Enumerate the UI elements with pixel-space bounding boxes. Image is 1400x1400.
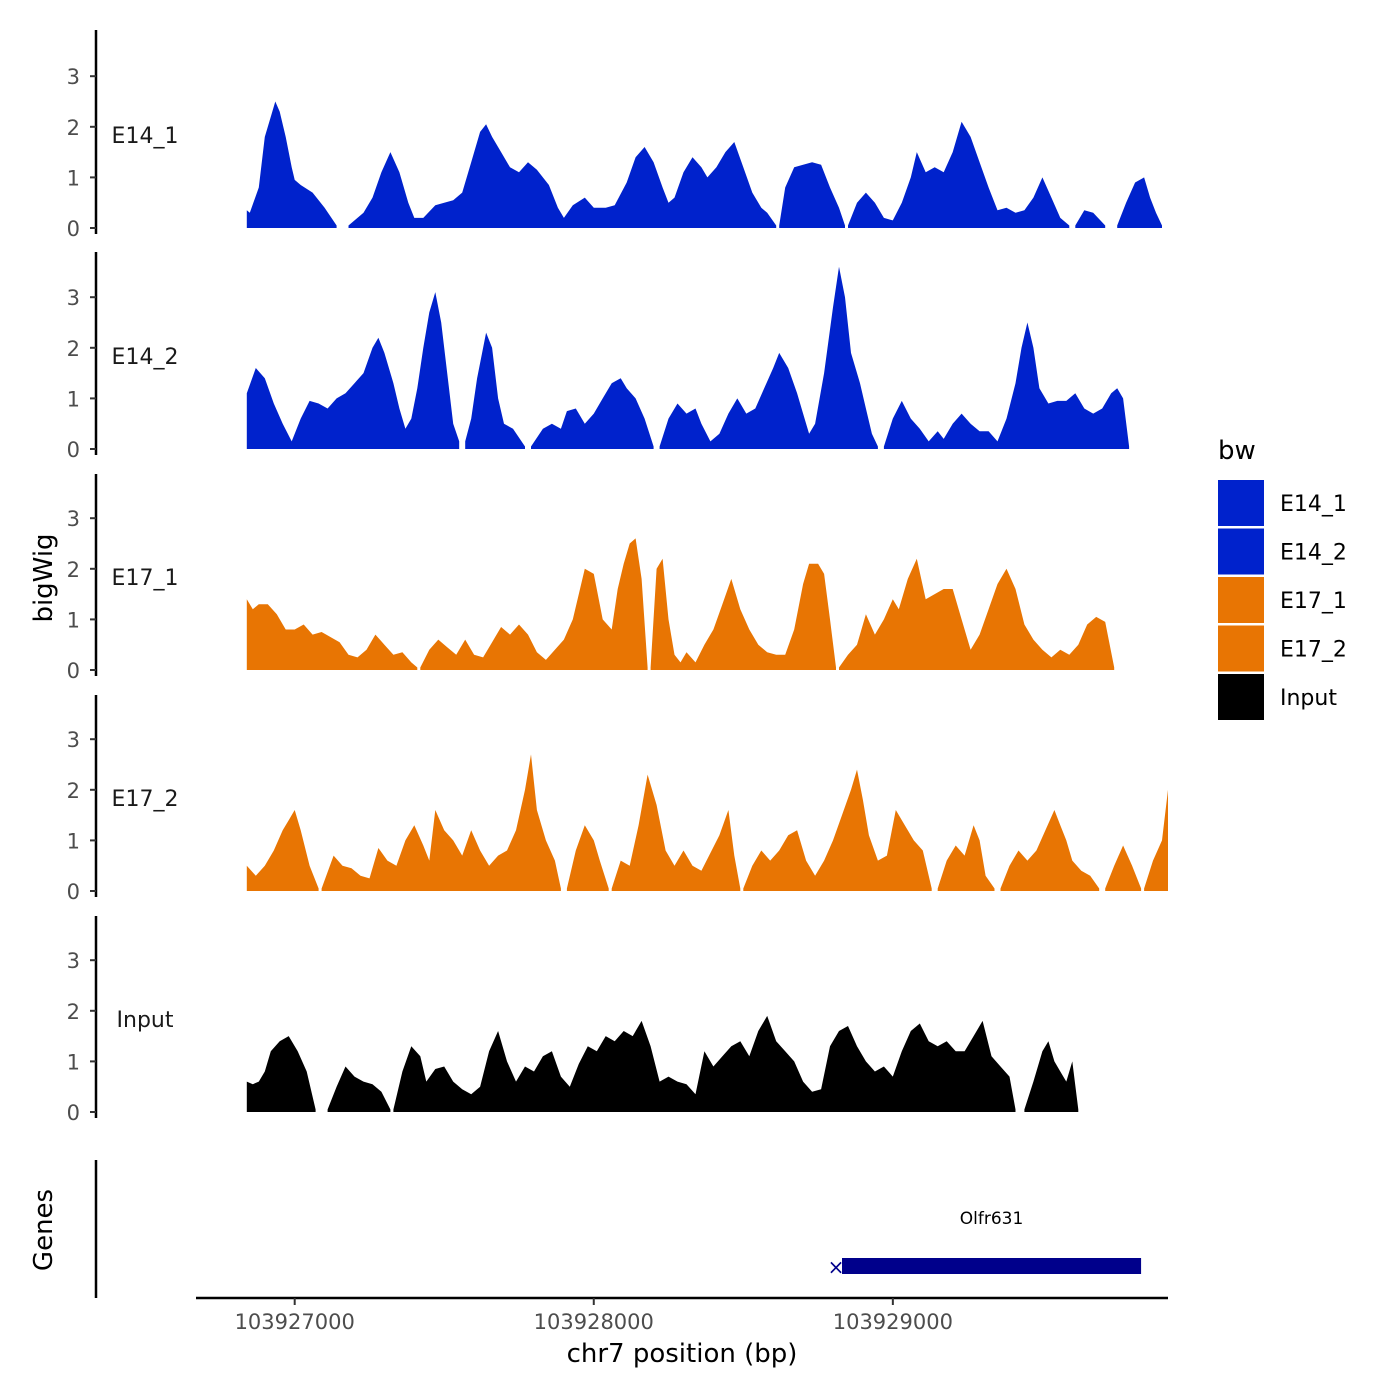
y-tick-label: 2 [67, 1000, 80, 1024]
y-tick-label: 0 [67, 217, 80, 241]
legend: bw E14_1 E14_2 E17_1 E17_2 Input [1218, 436, 1347, 720]
y-tick-label: 1 [67, 166, 80, 190]
signal-area-segment [659, 266, 878, 449]
y-tick-label: 0 [67, 659, 80, 683]
signal-area-segment [393, 1015, 1016, 1112]
y-tick-label: 2 [67, 779, 80, 803]
signal-area-segment [327, 1066, 391, 1112]
signal-area-segment [566, 825, 609, 891]
y-tick-label: 1 [67, 387, 80, 411]
y-tick-label: 3 [67, 286, 80, 310]
y-tick-label: 1 [67, 1050, 80, 1074]
signal-area-segment [650, 558, 836, 670]
signal-area-segment [1000, 810, 1100, 891]
y-tick-label: 3 [67, 949, 80, 973]
signal-area-segment [1105, 845, 1142, 891]
legend-key-Input [1218, 674, 1264, 720]
genes-track-title: Genes [29, 1189, 59, 1271]
legend-label: E17_1 [1280, 589, 1347, 614]
track-Input: 0 1 2 3 Input [67, 916, 1079, 1125]
signal-area-segment [531, 378, 654, 449]
x-tick-label: 103929000 [833, 1310, 953, 1334]
y-tick-label: 3 [67, 507, 80, 531]
signal-area-segment [1024, 1041, 1079, 1112]
y-tick-label: 0 [67, 880, 80, 904]
y-tick-label: 1 [67, 608, 80, 632]
y-tick-label: 0 [67, 1101, 80, 1125]
track-label: E14_1 [112, 124, 179, 149]
signal-area-segment [848, 121, 1070, 228]
signal-area-segment [246, 101, 337, 228]
gene-strand-marker: × [828, 1255, 845, 1279]
legend-key-E14_2 [1218, 528, 1264, 575]
signal-area-segment [246, 292, 460, 449]
track-label: E17_1 [112, 566, 179, 591]
legend-key-E17_1 [1218, 577, 1264, 623]
y-tick-label: 0 [67, 438, 80, 462]
signal-area-segment [883, 322, 1130, 449]
legend-label: E14_2 [1280, 541, 1347, 566]
track-label: E14_2 [112, 345, 179, 370]
y-tick-label: 3 [67, 65, 80, 89]
x-tick-label: 103928000 [534, 1310, 654, 1334]
signal-area-segment [420, 538, 648, 670]
signal-area-segment [246, 1036, 316, 1112]
signal-area-segment [1075, 210, 1106, 228]
signal-area-segment [1144, 769, 1168, 891]
y-tick-label: 1 [67, 829, 80, 853]
track-E17_1: 0 1 2 3 E17_1 [67, 474, 1115, 683]
gene-label: Olfr631 [960, 1209, 1024, 1229]
legend-label: E17_2 [1280, 638, 1347, 663]
legend-title: bw [1218, 436, 1256, 466]
y-axis-title: bigWig [29, 533, 59, 622]
legend-key-E17_2 [1218, 625, 1264, 672]
signal-area-segment [321, 754, 561, 891]
signal-area-segment [779, 162, 845, 228]
signal-area-segment [743, 769, 932, 891]
x-axis-title: chr7 position (bp) [567, 1339, 798, 1369]
signal-area-segment [246, 599, 418, 670]
signal-area-segment [1117, 177, 1162, 228]
signal-area-segment [465, 332, 525, 449]
y-tick-label: 2 [67, 116, 80, 140]
signal-tracks: 0 1 2 3 E14_1 0 1 2 3 E14_2 0 1 2 3 E17_1 0 1 2 3 E17_2 0 1 2 3… [67, 30, 1168, 1125]
legend-label: Input [1280, 686, 1337, 711]
gene-body [842, 1258, 1142, 1274]
signal-area-segment [611, 774, 741, 891]
signal-area-segment [937, 825, 995, 891]
y-tick-label: 2 [67, 558, 80, 582]
track-label: E17_2 [112, 787, 179, 812]
legend-label: E14_1 [1280, 492, 1347, 517]
y-tick-label: 2 [67, 337, 80, 361]
track-label: Input [117, 1008, 174, 1033]
track-E17_2: 0 1 2 3 E17_2 [67, 695, 1168, 904]
signal-area-segment [348, 124, 777, 228]
track-E14_1: 0 1 2 3 E14_1 [67, 30, 1162, 241]
signal-area-segment [839, 558, 1115, 670]
y-tick-label: 3 [67, 728, 80, 752]
signal-area-segment [246, 810, 319, 891]
track-E14_2: 0 1 2 3 E14_2 [67, 252, 1130, 462]
genes-track: × Olfr631 [94, 1160, 1142, 1298]
x-axis: 103927000 103928000 103929000 [196, 1296, 1168, 1334]
x-tick-label: 103927000 [235, 1310, 355, 1334]
legend-key-E14_1 [1218, 480, 1264, 526]
